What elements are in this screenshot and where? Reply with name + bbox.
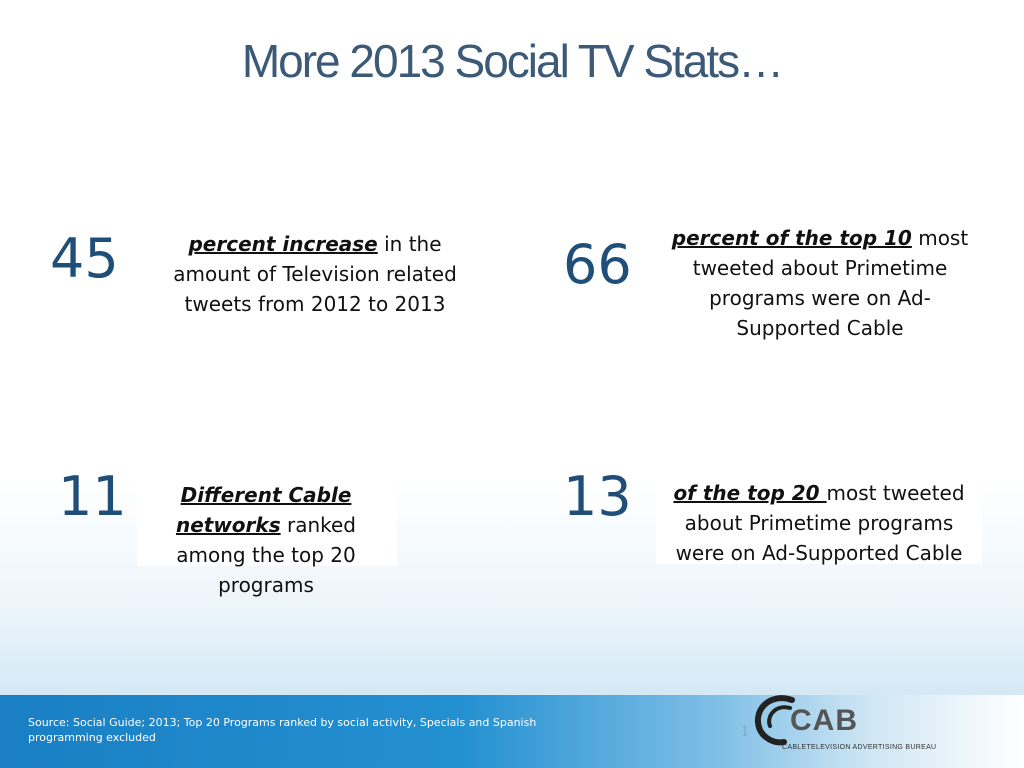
stat-description-3: Different Cable networks ranked among th… [155, 480, 377, 600]
stat-number-1: 45 [50, 227, 119, 290]
stat-description-4: of the top 20 most tweeted about Primeti… [665, 478, 973, 568]
stat-number-3: 11 [58, 465, 127, 528]
cab-logo-text: CAB [790, 704, 858, 737]
stat-rest-2: most tweeted about Primetime programs we… [692, 226, 969, 340]
source-note: Source: Social Guide; 2013; Top 20 Progr… [28, 716, 537, 744]
stat-rest-4: most tweeted about Primetime programs we… [675, 481, 965, 565]
stat-emphasis-2: percent of the top 10 [671, 226, 912, 250]
stat-emphasis-3: Different Cable networks [175, 483, 352, 537]
footer-band: Source: Social Guide; 2013; Top 20 Progr… [0, 695, 1024, 768]
stat-description-1: percent increase in the amount of Televi… [165, 229, 465, 319]
page-number: 1 [741, 723, 749, 740]
stat-emphasis-1: percent increase [188, 232, 378, 256]
stat-number-4: 13 [563, 465, 632, 528]
stat-rest-1: in the amount of Television related twee… [173, 232, 457, 316]
slide-title: More 2013 Social TV Stats… [241, 35, 784, 87]
stat-description-2: percent of the top 10 most tweeted about… [665, 223, 975, 343]
stat-emphasis-4: of the top 20 [673, 481, 827, 505]
stat-number-2: 66 [563, 233, 632, 296]
stat-card-3 [137, 478, 397, 566]
cab-logo-swirl-icon [755, 695, 795, 746]
stat-card-4 [656, 478, 982, 564]
cab-logo-subtitle: CABLETELEVISION ADVERTISING BUREAU [782, 744, 937, 751]
cab-logo: CAB CABLETELEVISION ADVERTISING BUREAU [750, 690, 960, 760]
stat-rest-3: ranked among the top 20 programs [176, 513, 357, 597]
